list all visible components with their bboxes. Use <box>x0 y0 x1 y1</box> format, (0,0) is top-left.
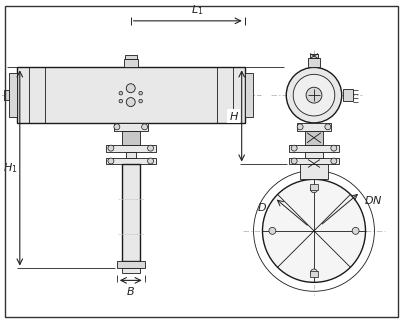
Bar <box>117 260 145 268</box>
Circle shape <box>269 228 276 234</box>
Bar <box>245 73 253 117</box>
Bar <box>310 184 318 190</box>
Bar <box>106 145 156 152</box>
Circle shape <box>114 124 120 130</box>
Circle shape <box>262 179 366 282</box>
Bar <box>125 54 137 60</box>
Circle shape <box>291 145 297 151</box>
Bar <box>310 271 318 277</box>
Circle shape <box>331 145 337 151</box>
Bar <box>343 89 353 101</box>
Bar <box>308 58 320 68</box>
Circle shape <box>141 124 147 130</box>
Circle shape <box>147 145 154 151</box>
Bar <box>297 123 331 131</box>
Circle shape <box>291 158 297 164</box>
Circle shape <box>331 158 337 164</box>
Bar <box>289 157 339 164</box>
Bar <box>122 131 140 145</box>
Circle shape <box>311 186 318 193</box>
Circle shape <box>286 68 342 123</box>
Circle shape <box>297 124 303 130</box>
Bar <box>106 157 156 164</box>
Bar <box>305 131 323 145</box>
Bar <box>305 152 323 157</box>
Bar <box>300 164 328 179</box>
Circle shape <box>126 98 135 107</box>
Bar <box>126 152 136 157</box>
Circle shape <box>108 145 114 151</box>
Bar <box>122 164 140 260</box>
Text: $B$: $B$ <box>126 285 135 297</box>
Bar <box>124 60 138 68</box>
Circle shape <box>311 269 318 276</box>
Circle shape <box>293 74 335 116</box>
Bar <box>310 53 318 59</box>
Text: $H$: $H$ <box>229 110 239 122</box>
Bar <box>289 145 339 152</box>
Bar <box>9 73 17 117</box>
Text: $DN$: $DN$ <box>364 194 383 206</box>
Text: $L_1$: $L_1$ <box>191 3 204 17</box>
Circle shape <box>147 158 154 164</box>
Circle shape <box>119 99 123 103</box>
Text: $D$: $D$ <box>257 201 267 213</box>
Circle shape <box>126 84 135 93</box>
Circle shape <box>119 92 123 95</box>
Bar <box>4 90 9 100</box>
Bar <box>114 123 147 131</box>
Circle shape <box>352 228 359 234</box>
Circle shape <box>325 124 331 130</box>
Text: $H_1$: $H_1$ <box>2 161 17 175</box>
Bar <box>122 268 140 274</box>
Circle shape <box>306 87 322 103</box>
Bar <box>17 68 245 123</box>
Circle shape <box>108 158 114 164</box>
Circle shape <box>139 99 142 103</box>
Circle shape <box>139 92 142 95</box>
